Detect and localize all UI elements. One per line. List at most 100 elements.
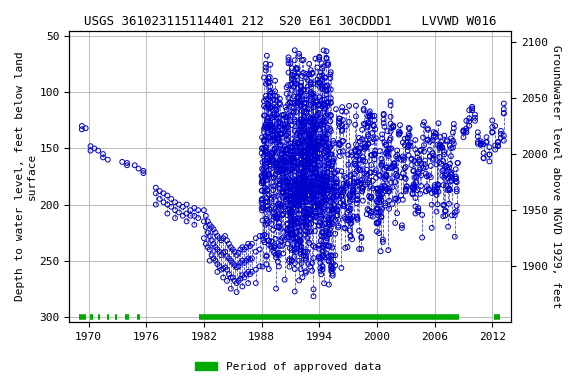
- Point: [385, 137, 395, 143]
- Point: [325, 144, 335, 150]
- Point: [298, 181, 308, 187]
- Point: [287, 144, 297, 150]
- Point: [391, 220, 400, 226]
- Point: [320, 119, 329, 125]
- Point: [283, 131, 293, 137]
- Point: [377, 214, 386, 220]
- Point: [310, 194, 319, 200]
- Point: [335, 115, 344, 121]
- Point: [289, 240, 298, 247]
- Point: [313, 196, 323, 202]
- Point: [257, 187, 267, 194]
- Point: [377, 197, 386, 203]
- Point: [430, 182, 439, 188]
- Point: [300, 195, 309, 201]
- Point: [301, 164, 310, 170]
- Point: [163, 202, 172, 208]
- Point: [323, 184, 332, 190]
- Point: [299, 249, 308, 255]
- Point: [296, 83, 305, 89]
- Point: [411, 210, 420, 217]
- Point: [278, 170, 287, 177]
- Point: [267, 197, 276, 203]
- Point: [408, 190, 417, 196]
- Point: [429, 152, 438, 159]
- Point: [276, 167, 285, 173]
- Point: [350, 170, 359, 177]
- Point: [357, 235, 366, 241]
- Point: [274, 135, 283, 141]
- Point: [340, 225, 350, 232]
- Point: [259, 74, 268, 81]
- Point: [323, 61, 332, 68]
- Point: [488, 124, 497, 130]
- Point: [476, 141, 486, 147]
- Point: [323, 131, 332, 137]
- Point: [328, 245, 337, 251]
- Point: [366, 184, 375, 190]
- Point: [327, 204, 336, 210]
- Point: [321, 182, 330, 189]
- Point: [425, 154, 434, 160]
- Point: [310, 126, 320, 132]
- Point: [323, 226, 332, 232]
- Point: [419, 119, 429, 125]
- Point: [372, 228, 381, 235]
- Point: [279, 184, 288, 190]
- Point: [373, 185, 382, 191]
- Point: [363, 131, 373, 137]
- Point: [268, 187, 278, 193]
- Point: [255, 233, 264, 239]
- Point: [499, 110, 509, 116]
- Point: [334, 189, 343, 195]
- Point: [291, 176, 301, 182]
- Point: [297, 88, 306, 94]
- Point: [351, 158, 360, 164]
- Point: [278, 174, 287, 180]
- Point: [346, 220, 355, 227]
- Point: [305, 206, 314, 212]
- Point: [234, 250, 243, 256]
- Point: [289, 159, 298, 165]
- Point: [276, 226, 286, 232]
- Point: [290, 254, 299, 260]
- Point: [323, 233, 332, 239]
- Point: [314, 175, 324, 181]
- Point: [259, 205, 268, 211]
- Point: [300, 142, 309, 149]
- Point: [282, 131, 291, 137]
- Point: [268, 248, 278, 254]
- Point: [309, 204, 318, 210]
- Point: [365, 113, 374, 119]
- Point: [302, 74, 311, 81]
- Point: [314, 102, 323, 108]
- Point: [304, 161, 313, 167]
- Point: [278, 121, 287, 127]
- Point: [289, 152, 298, 158]
- Point: [302, 219, 311, 225]
- Point: [316, 255, 325, 261]
- Point: [272, 213, 282, 219]
- Point: [290, 217, 299, 223]
- Point: [324, 149, 333, 155]
- Point: [363, 141, 373, 147]
- Point: [313, 65, 322, 71]
- Point: [257, 200, 266, 206]
- Point: [285, 168, 294, 174]
- Point: [361, 99, 370, 105]
- Point: [401, 186, 410, 192]
- Point: [476, 138, 486, 144]
- Point: [294, 170, 303, 176]
- Point: [304, 164, 313, 170]
- Point: [448, 129, 457, 136]
- Point: [270, 125, 279, 131]
- Point: [305, 132, 314, 138]
- Point: [347, 236, 357, 242]
- Point: [327, 264, 336, 270]
- Point: [288, 189, 297, 195]
- Point: [268, 227, 278, 233]
- Point: [423, 136, 433, 142]
- Point: [300, 187, 309, 193]
- Point: [352, 200, 361, 207]
- Point: [272, 162, 281, 168]
